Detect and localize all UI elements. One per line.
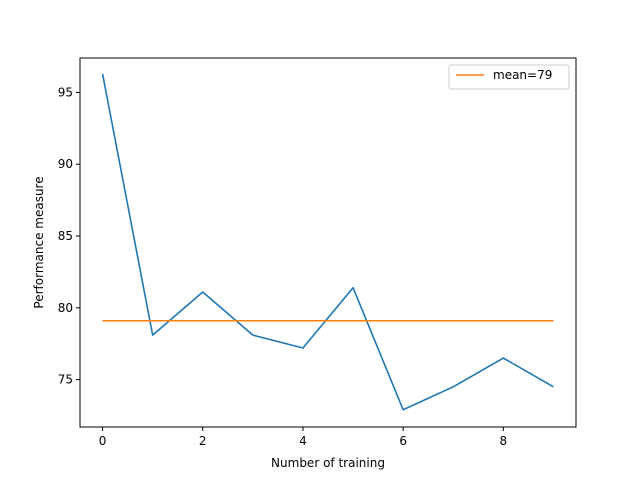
x-axis-title: Number of training [271,456,385,470]
legend-label: mean=79 [493,68,552,82]
y-axis-title: Performance measure [32,176,46,308]
x-ticks: 0 2 4 6 8 [99,427,507,448]
y-tick-label: 75 [58,373,73,387]
y-tick-label: 90 [58,157,73,171]
series-line-1 [101,73,554,411]
y-tick-label: 85 [58,229,73,243]
x-tick-label: 4 [299,434,307,448]
series-layer [101,73,554,411]
y-tick-label: 80 [58,301,73,315]
x-tick-label: 0 [99,434,107,448]
x-tick-label: 2 [199,434,207,448]
y-ticks: 75 80 85 90 95 [58,85,80,387]
legend-box [448,64,570,90]
x-tick-label: 8 [500,434,508,448]
plot-background [80,58,576,427]
x-tick-label: 6 [399,434,407,448]
plot-frame [79,57,577,428]
legend: mean=79 [448,64,570,90]
y-tick-label: 95 [58,85,73,99]
